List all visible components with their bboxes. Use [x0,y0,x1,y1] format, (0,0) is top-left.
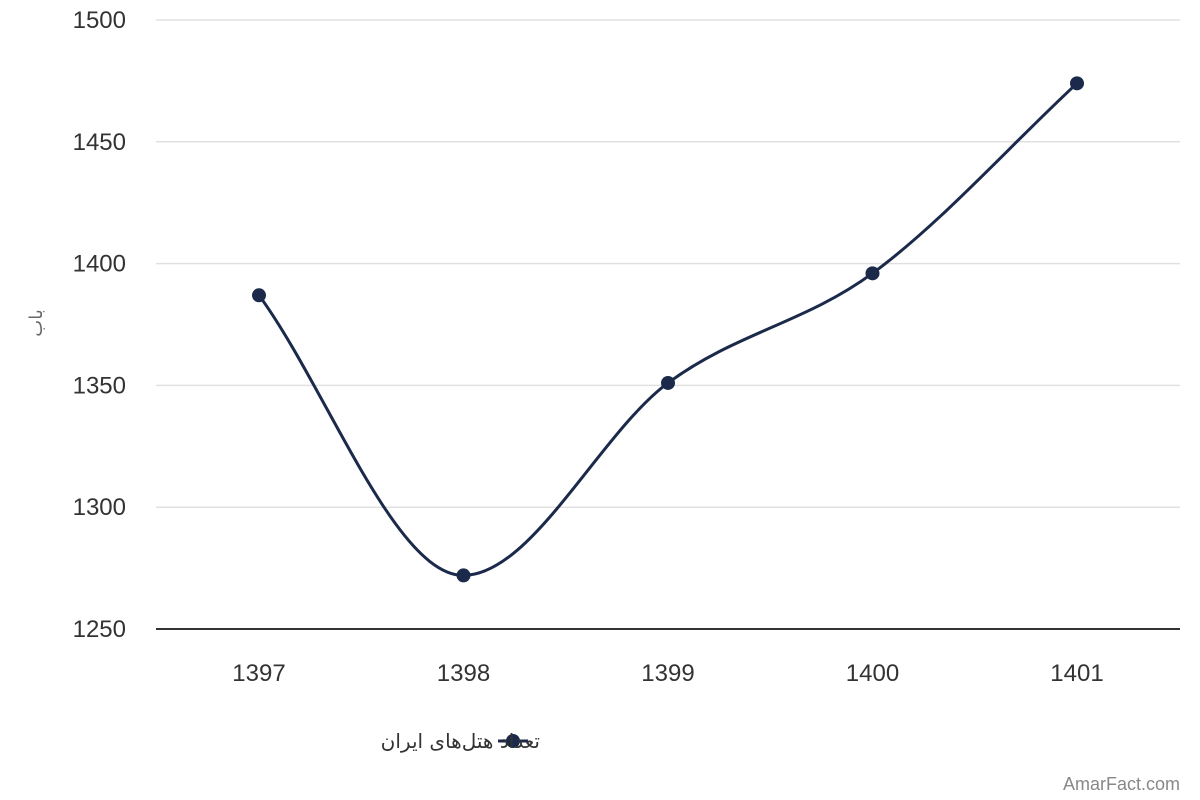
data-point [661,375,675,390]
legend-label: تعداد هتل‌های ایران [381,729,540,753]
data-point [1070,76,1084,91]
data-point [456,568,471,583]
data-point [252,288,266,303]
x-tick-label: 1400 [846,660,899,687]
y-axis-ticks: 1250 1300 1350 1400 1450 1500 [73,7,126,643]
series-line [257,81,1079,577]
y-tick-label: 1450 [73,129,126,156]
y-axis-label: باب [26,309,47,336]
y-tick-label: 1300 [73,494,126,521]
legend[interactable]: تعداد هتل‌های ایران [381,729,540,753]
series-layer [252,76,1084,583]
gridlines [156,19,1180,630]
x-tick-label: 1399 [641,660,694,687]
data-point [865,266,880,281]
x-axis-ticks: 1397 1398 1399 1400 1401 [232,660,1103,687]
x-tick-label: 1401 [1050,660,1103,687]
watermark: AmarFact.com [1063,774,1180,794]
x-tick-label: 1397 [232,660,285,687]
y-tick-label: 1250 [73,616,126,643]
y-tick-label: 1350 [73,372,126,399]
y-tick-label: 1500 [73,7,126,34]
x-tick-label: 1398 [437,660,490,687]
legend-marker-dot [506,734,520,748]
y-tick-label: 1400 [73,251,126,278]
